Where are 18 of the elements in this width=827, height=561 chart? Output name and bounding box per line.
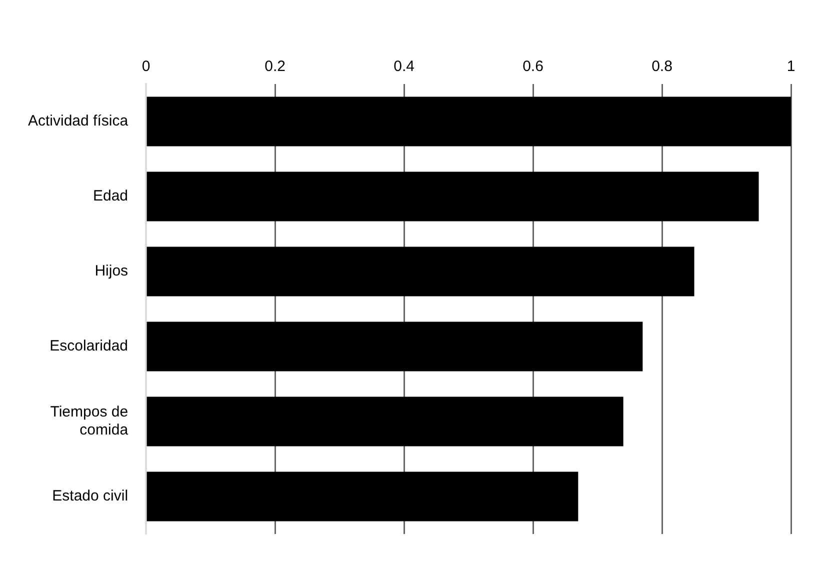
y-tick-label: Escolaridad xyxy=(50,338,128,355)
x-tick-label: 1 xyxy=(786,58,796,76)
bar xyxy=(146,96,791,146)
y-tick-label: Tiempos de comida xyxy=(50,404,129,439)
bar xyxy=(146,322,643,372)
x-tick-label: 0.8 xyxy=(652,58,672,76)
y-tick-label: Edad xyxy=(92,188,128,205)
x-tick-label: 0.6 xyxy=(522,58,544,76)
y-tick-label: Estado civil xyxy=(52,488,128,505)
bar xyxy=(146,172,759,222)
bar xyxy=(146,246,694,296)
bar xyxy=(146,396,624,446)
y-tick-label: Hijos xyxy=(94,262,128,280)
x-tick-label: 0 xyxy=(142,58,150,76)
x-tick-label: 0.2 xyxy=(264,58,286,76)
y-tick-label: Actividad física xyxy=(28,112,129,130)
bar xyxy=(146,472,578,522)
x-tick-label: 0.4 xyxy=(394,58,414,76)
